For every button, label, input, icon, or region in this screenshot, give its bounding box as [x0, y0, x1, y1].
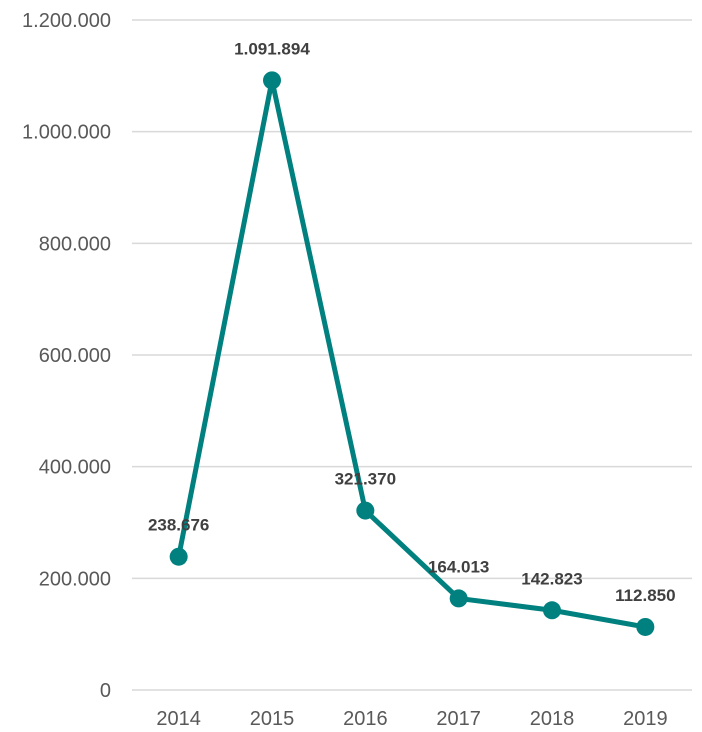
y-tick-label: 800.000	[39, 233, 111, 255]
y-tick-label: 1.200.000	[22, 10, 111, 32]
y-tick-label: 600.000	[39, 345, 111, 367]
series-line	[169, 71, 655, 636]
data-point-marker	[543, 601, 561, 620]
data-label: 1.091.894	[234, 39, 310, 58]
x-tick-label: 2016	[343, 708, 388, 730]
x-tick-label: 2017	[436, 708, 481, 730]
series-polyline	[176, 77, 648, 630]
x-axis-ticks: 2014 2015 2016 2017 2018 2019	[156, 708, 667, 730]
data-label: 164.013	[428, 557, 489, 576]
data-point-marker	[636, 617, 655, 636]
data-point-marker	[169, 547, 188, 566]
y-tick-label: 200.000	[39, 568, 111, 590]
x-tick-label: 2014	[156, 708, 201, 730]
data-point-marker	[263, 71, 281, 90]
y-tick-label: 400.000	[39, 457, 111, 479]
data-label: 238.676	[148, 516, 209, 535]
gridlines	[132, 19, 692, 691]
data-label: 112.850	[615, 586, 676, 605]
y-tick-label: 0	[100, 680, 111, 702]
y-tick-label: 1.000.000	[22, 122, 111, 144]
x-tick-label: 2018	[530, 708, 575, 730]
x-tick-label: 2015	[250, 708, 295, 730]
data-point-marker	[449, 589, 468, 608]
x-tick-label: 2019	[623, 708, 668, 730]
data-label: 142.823	[521, 569, 582, 588]
y-axis-ticks: 0 200.000 400.000 600.000 800.000 1.000.000 1.…	[22, 10, 111, 702]
data-point-marker	[356, 501, 375, 520]
data-labels: 238.676 1.091.894 321.370 164.013 142.823 112…	[148, 39, 676, 605]
data-label: 321.370	[335, 470, 396, 489]
